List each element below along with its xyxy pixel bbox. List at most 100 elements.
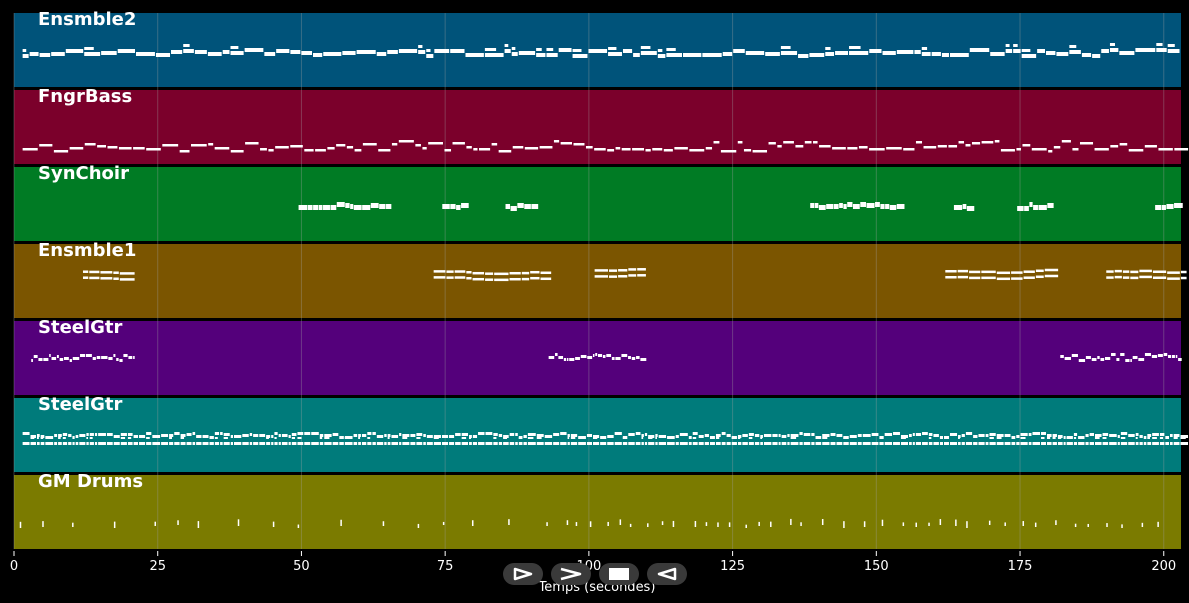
note xyxy=(515,433,518,436)
note xyxy=(484,48,497,51)
note xyxy=(737,435,742,438)
note xyxy=(614,442,622,445)
note xyxy=(647,523,649,527)
note xyxy=(949,433,958,436)
note xyxy=(382,521,385,526)
note xyxy=(461,442,469,445)
note xyxy=(493,437,497,439)
note xyxy=(692,437,697,439)
note xyxy=(731,442,737,445)
note xyxy=(1092,54,1101,58)
note xyxy=(297,437,302,439)
play-button[interactable] xyxy=(503,563,543,585)
note xyxy=(291,442,297,445)
rewind-button[interactable] xyxy=(647,563,687,585)
note xyxy=(1044,268,1059,272)
note xyxy=(242,434,249,437)
note xyxy=(387,50,398,54)
note xyxy=(1180,270,1187,274)
note xyxy=(1152,270,1167,273)
note xyxy=(869,49,882,53)
note xyxy=(96,356,101,359)
note xyxy=(1144,145,1157,148)
note xyxy=(733,49,745,53)
note xyxy=(566,520,569,525)
stop-button[interactable] xyxy=(599,563,639,585)
note xyxy=(186,442,192,445)
note xyxy=(1044,274,1059,278)
note xyxy=(1147,442,1152,445)
fast-forward-button[interactable] xyxy=(551,563,591,585)
note xyxy=(884,442,893,445)
note xyxy=(84,47,94,50)
note xyxy=(442,204,450,209)
note xyxy=(896,204,905,209)
note xyxy=(1046,442,1052,445)
note xyxy=(450,49,465,53)
note xyxy=(781,435,787,438)
note xyxy=(19,521,22,528)
note xyxy=(118,147,132,150)
note xyxy=(530,270,540,274)
note xyxy=(822,442,830,445)
note xyxy=(1102,442,1109,445)
note xyxy=(332,442,339,445)
note xyxy=(1041,442,1046,445)
note xyxy=(915,442,922,445)
note xyxy=(1109,43,1115,46)
note xyxy=(869,148,885,151)
note xyxy=(433,435,441,438)
note xyxy=(994,140,1000,143)
note xyxy=(722,52,733,56)
note xyxy=(640,46,651,49)
note xyxy=(485,432,493,435)
note xyxy=(1005,44,1010,47)
note xyxy=(555,353,558,356)
note xyxy=(955,519,957,526)
note xyxy=(230,51,244,55)
note xyxy=(1169,442,1173,445)
note xyxy=(632,148,645,151)
note xyxy=(493,433,498,436)
note xyxy=(971,142,981,145)
note xyxy=(484,53,504,57)
note xyxy=(631,357,636,360)
note xyxy=(847,202,853,207)
note xyxy=(969,276,981,280)
note xyxy=(1159,433,1165,436)
note xyxy=(1066,437,1072,439)
note xyxy=(498,150,512,153)
note xyxy=(22,148,38,151)
note xyxy=(702,53,722,57)
note xyxy=(344,442,353,445)
note xyxy=(570,434,578,437)
note xyxy=(1085,356,1091,359)
note xyxy=(772,434,778,437)
note xyxy=(721,432,726,435)
note xyxy=(667,436,675,439)
rewind-icon xyxy=(657,567,677,581)
note xyxy=(860,202,867,207)
note xyxy=(663,149,673,152)
note xyxy=(319,437,323,439)
note xyxy=(553,442,560,445)
note xyxy=(843,204,847,209)
note xyxy=(30,442,36,445)
note xyxy=(1052,437,1056,439)
x-tick-label: 50 xyxy=(293,559,310,574)
note xyxy=(666,48,676,51)
note xyxy=(645,149,651,152)
note xyxy=(628,268,637,271)
note xyxy=(276,49,290,53)
note xyxy=(857,434,862,437)
note xyxy=(39,53,51,57)
note xyxy=(787,442,790,445)
note xyxy=(509,277,521,281)
note xyxy=(59,358,64,361)
note xyxy=(113,271,119,274)
note xyxy=(426,442,433,445)
note xyxy=(30,437,35,439)
note xyxy=(1167,271,1180,274)
note xyxy=(362,143,377,146)
note xyxy=(1041,432,1046,435)
